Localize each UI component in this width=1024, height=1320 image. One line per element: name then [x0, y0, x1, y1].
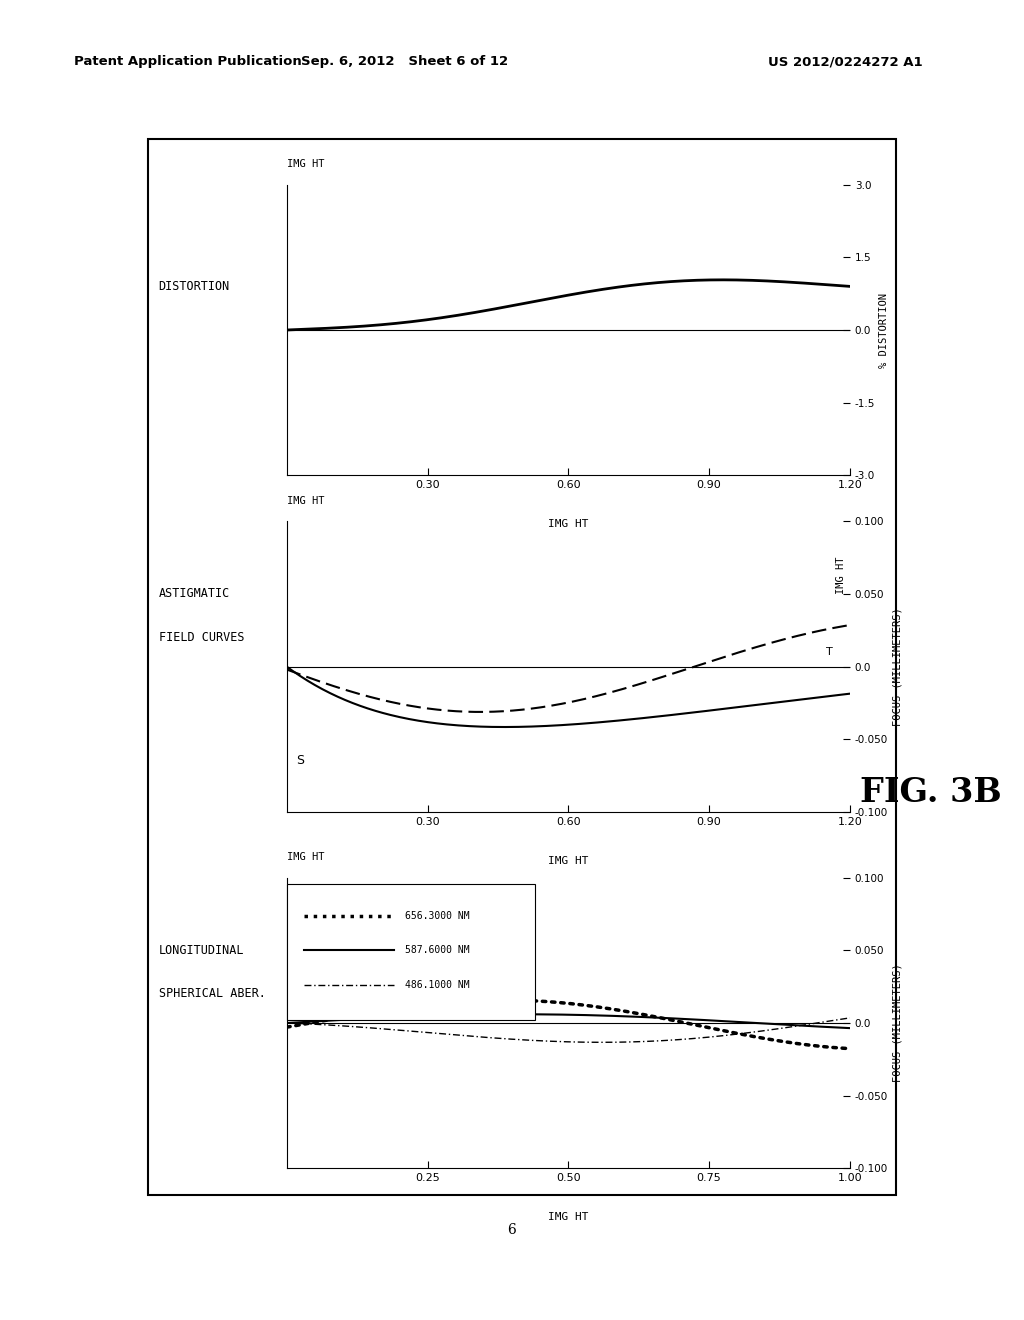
- Text: US 2012/0224272 A1: US 2012/0224272 A1: [768, 55, 923, 69]
- Text: FIG. 3B: FIG. 3B: [860, 776, 1001, 808]
- Text: DISTORTION: DISTORTION: [159, 280, 230, 293]
- Text: IMG HT: IMG HT: [287, 160, 325, 169]
- Text: 486.1000 NM: 486.1000 NM: [406, 981, 470, 990]
- Text: IMG HT: IMG HT: [548, 857, 589, 866]
- Y-axis label: FOCUS (MILLIMETERS): FOCUS (MILLIMETERS): [892, 964, 902, 1082]
- Y-axis label: % DISTORTION: % DISTORTION: [880, 293, 889, 367]
- FancyBboxPatch shape: [287, 883, 535, 1020]
- Y-axis label: FOCUS (MILLIMETERS): FOCUS (MILLIMETERS): [892, 607, 902, 726]
- Text: 587.6000 NM: 587.6000 NM: [406, 945, 470, 956]
- Text: IMG HT: IMG HT: [287, 496, 325, 506]
- Text: LONGITUDINAL: LONGITUDINAL: [159, 944, 244, 957]
- Text: T: T: [826, 647, 834, 657]
- Text: IMG HT: IMG HT: [548, 1213, 589, 1222]
- Text: IMG HT: IMG HT: [287, 853, 325, 862]
- Text: IMG HT: IMG HT: [548, 520, 589, 529]
- Text: 6: 6: [508, 1224, 516, 1237]
- Text: FIELD CURVES: FIELD CURVES: [159, 631, 244, 644]
- Text: Patent Application Publication: Patent Application Publication: [74, 55, 301, 69]
- Text: IMG HT: IMG HT: [836, 557, 846, 594]
- Text: S: S: [296, 755, 304, 767]
- Text: SPHERICAL ABER.: SPHERICAL ABER.: [159, 987, 265, 1001]
- Text: 656.3000 NM: 656.3000 NM: [406, 911, 470, 920]
- Text: Sep. 6, 2012   Sheet 6 of 12: Sep. 6, 2012 Sheet 6 of 12: [301, 55, 508, 69]
- Text: ASTIGMATIC: ASTIGMATIC: [159, 587, 230, 601]
